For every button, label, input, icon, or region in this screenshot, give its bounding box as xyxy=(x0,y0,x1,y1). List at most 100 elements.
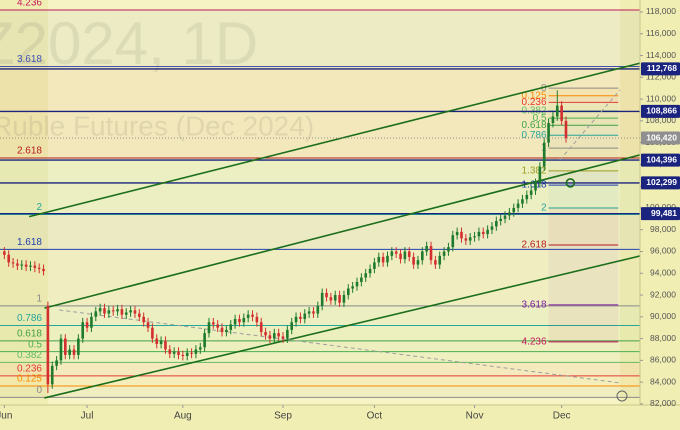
candle-body xyxy=(516,203,520,208)
fib-band xyxy=(0,66,640,158)
candle-body xyxy=(312,311,315,314)
candle-body xyxy=(98,308,102,312)
candle-body xyxy=(77,338,80,355)
price-tag xyxy=(641,131,680,145)
fib-band xyxy=(548,125,619,136)
candle-body xyxy=(508,212,511,216)
fib-label: 1.618 xyxy=(17,237,42,248)
price-tag xyxy=(641,104,680,118)
y-tick-label: 84,000 xyxy=(650,376,676,386)
fib-band xyxy=(0,305,640,326)
candle-body xyxy=(68,349,71,355)
candle-body xyxy=(325,292,328,298)
candle-body xyxy=(155,338,159,345)
y-tick-label: 88,000 xyxy=(650,333,676,343)
fib-label: 3.618 xyxy=(522,299,547,310)
candle-body xyxy=(307,311,311,314)
fib-label: 0.125 xyxy=(522,90,547,101)
fib-label: 0 xyxy=(36,385,42,396)
fib-band xyxy=(548,135,619,149)
settings-icon[interactable] xyxy=(616,390,628,402)
candle-body xyxy=(320,292,324,306)
candle-body xyxy=(447,247,450,252)
candle-body xyxy=(521,199,524,204)
candle-body xyxy=(477,231,481,237)
candle-body xyxy=(286,329,289,339)
candle-body xyxy=(486,229,489,235)
candle-body xyxy=(368,268,372,274)
y-tick-label: 86,000 xyxy=(650,355,676,365)
x-tick-label: Sep xyxy=(274,411,292,422)
candle-body xyxy=(203,333,206,348)
candle-body xyxy=(547,123,550,143)
candle-body xyxy=(455,231,459,236)
fib-band xyxy=(548,102,619,112)
price-tag-label: 99,481 xyxy=(651,208,677,218)
fib-label: 0.382 xyxy=(17,350,42,361)
candle-body xyxy=(3,251,6,255)
y-tick-label: 98,000 xyxy=(650,224,676,234)
candle-body xyxy=(416,260,420,265)
candle-body xyxy=(255,316,259,323)
fib-label: 0.125 xyxy=(17,374,42,385)
axes: 82,000 84,000 86,000 88,000 90,000 92,000 94,0… xyxy=(0,6,680,422)
candle-body xyxy=(142,316,145,323)
candle-body xyxy=(551,116,555,124)
fib-band xyxy=(0,362,640,376)
candle-body xyxy=(181,354,185,357)
fib-label: 4.236 xyxy=(522,336,547,347)
fib-band xyxy=(0,351,640,363)
candle-body xyxy=(303,313,307,319)
plot: 4.2363.6182.61821.61810.7860.6180.50.382… xyxy=(0,0,640,399)
price-tag-label: 104,396 xyxy=(646,154,677,164)
fib-label: 3.618 xyxy=(17,54,42,65)
candle-body xyxy=(390,251,394,256)
candle-body xyxy=(124,312,128,315)
fib-label: 4.236 xyxy=(17,0,42,9)
candle-body xyxy=(277,333,280,337)
candle-body xyxy=(346,288,350,296)
trendline xyxy=(59,309,621,384)
candle-body xyxy=(20,264,24,266)
candle-body xyxy=(72,349,76,355)
candle-body xyxy=(355,281,359,287)
candle-body xyxy=(42,268,45,272)
candle-body xyxy=(412,256,415,265)
candle-body xyxy=(394,251,398,254)
candle-body xyxy=(451,235,455,248)
y-tick-label: 96,000 xyxy=(650,246,676,256)
candle-body xyxy=(159,340,163,345)
fib-band xyxy=(548,111,619,119)
y-tick-label: 116,000 xyxy=(646,28,676,38)
candle-body xyxy=(59,338,63,361)
candle-body xyxy=(564,120,568,139)
fib-label: 0 xyxy=(541,83,547,94)
x-tick-label: Aug xyxy=(174,411,192,422)
marker xyxy=(565,178,576,188)
fib-band xyxy=(548,118,619,126)
candle-body xyxy=(386,255,389,263)
candle-body xyxy=(468,237,472,241)
fib-band xyxy=(0,385,640,398)
x-tick-label: Nov xyxy=(466,411,484,422)
candle-body xyxy=(442,251,446,256)
fib-label: 0.786 xyxy=(522,130,547,141)
candle-body xyxy=(360,277,363,282)
candle-body xyxy=(194,349,198,354)
plot-shade xyxy=(48,0,620,405)
fib-band xyxy=(0,214,640,250)
candle-body xyxy=(264,332,267,336)
y-tick-label: 90,000 xyxy=(650,311,676,321)
candle-body xyxy=(342,295,346,303)
candle-body xyxy=(168,349,172,354)
candle-body xyxy=(338,295,341,303)
candle-body xyxy=(190,352,193,354)
fib-label: 2 xyxy=(36,202,42,213)
price-tag xyxy=(641,62,680,76)
candle-body xyxy=(151,327,154,339)
candle-body xyxy=(172,351,176,354)
x-tick-label: Oct xyxy=(367,411,383,422)
candle-body xyxy=(11,262,15,264)
candle-body xyxy=(259,322,263,333)
